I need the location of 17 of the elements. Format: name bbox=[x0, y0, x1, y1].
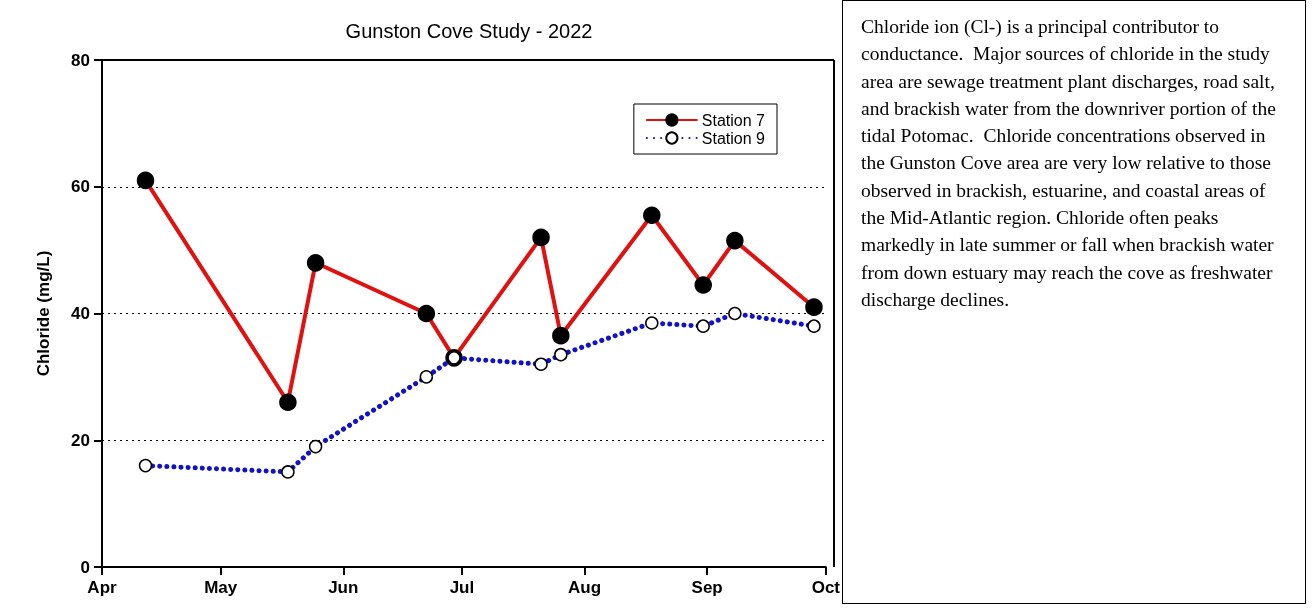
y-tick-label: 80 bbox=[71, 50, 90, 70]
text: Chloride ion (Cl-) is a principal contributor to conductance. Major sources of chloride in the study area are sewage treatment plant discharges, road salt, and brackish water from the downriver portion of the tidal Potomac. Chloride concentrations observed in the Gunston Cove area are very low relative to those observed in brackish, estuarine, and coastal areas of the Mid-Atlantic region. Chloride often peaks markedly in late summer or fall when brackish water from down estuary may reach the cove as freshwater discharge declines. bbox=[861, 16, 1276, 310]
x-tick-label: Apr bbox=[87, 578, 118, 597]
x-tick-label: Aug bbox=[568, 578, 602, 597]
legend-label: Station 7 bbox=[701, 111, 766, 129]
x-tick-label: Sep bbox=[691, 578, 723, 597]
legend-label: Station 9 bbox=[701, 129, 766, 147]
x-tick-label: May bbox=[204, 578, 238, 597]
x-tick-label: Jun bbox=[328, 578, 359, 597]
y-tick-label: 60 bbox=[71, 177, 90, 197]
chart-title: Gunston Cove Study - 2022 bbox=[345, 20, 593, 42]
x-tick-label: Oct bbox=[811, 578, 841, 597]
y-axis-title: Chloride (mg/L) bbox=[34, 250, 53, 377]
y-tick-label: 40 bbox=[71, 304, 90, 323]
y-tick-label: 20 bbox=[71, 430, 90, 450]
x-tick-label: Jul bbox=[449, 578, 475, 597]
y-tick-label: 0 bbox=[80, 557, 90, 577]
